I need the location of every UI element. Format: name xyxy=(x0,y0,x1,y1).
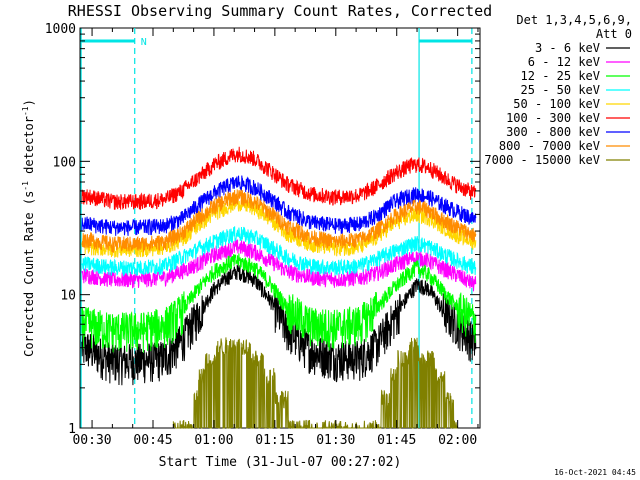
series-line xyxy=(81,189,477,253)
series-300-800-kev xyxy=(81,175,477,236)
legend-entry-label: 12 - 25 keV xyxy=(521,69,600,83)
series-800-7000-kev xyxy=(81,189,477,253)
x-tick-label: 01:45 xyxy=(377,433,416,448)
series-line xyxy=(81,226,477,277)
series-layer xyxy=(81,146,477,430)
timestamp: 16-Oct-2021 04:45 xyxy=(554,468,636,477)
y-axis: 1 10 100 1000 xyxy=(45,22,480,437)
series-line xyxy=(81,264,477,386)
legend-entry-label: 25 - 50 keV xyxy=(521,83,600,97)
chart-title: RHESSI Observing Summary Count Rates, Co… xyxy=(68,2,492,20)
x-axis-label: Start Time (31-Jul-07 00:27:02) xyxy=(159,455,402,470)
legend-entry-label: 100 - 300 keV xyxy=(506,111,600,125)
y-tick-label: 100 xyxy=(53,155,76,170)
legend-entry-label: 50 - 100 keV xyxy=(513,97,600,111)
x-tick-label: 01:30 xyxy=(316,433,355,448)
legend-entry-label: 7000 - 15000 keV xyxy=(484,153,600,167)
x-axis: 00:30 00:45 01:00 01:15 01:30 01:45 02:00 xyxy=(72,28,479,448)
legend-header-line2: Att 0 xyxy=(596,27,632,41)
y-axis-label-main: Corrected Count Rate (s xyxy=(22,191,36,357)
legend-entry-label: 3 - 6 keV xyxy=(535,41,600,55)
series-line xyxy=(81,175,477,236)
night-label: N xyxy=(141,37,147,48)
series-12-25-kev xyxy=(81,253,477,353)
x-tick-label: 00:30 xyxy=(72,433,111,448)
y-tick-label: 1 xyxy=(68,422,76,437)
legend-entry-label: 6 - 12 keV xyxy=(528,55,600,69)
series-line xyxy=(81,253,477,353)
x-tick-label: 02:00 xyxy=(438,433,477,448)
y-tick-label: 10 xyxy=(60,289,76,304)
legend-entry-label: 800 - 7000 keV xyxy=(499,139,600,153)
x-tick-label: 00:45 xyxy=(133,433,172,448)
y-tick-label: 1000 xyxy=(45,22,76,37)
y-axis-label-sup2: -1 xyxy=(21,106,30,116)
series-100-300-kev xyxy=(81,146,477,210)
series-6-12-kev xyxy=(81,239,477,292)
x-tick-label: 01:15 xyxy=(255,433,294,448)
legend-header-line1: Det 1,3,4,5,6,9, xyxy=(516,13,632,27)
series-line xyxy=(81,239,477,292)
y-axis-label-end: ) xyxy=(22,99,36,106)
y-axis-label-sup1: -1 xyxy=(21,181,30,191)
y-axis-label: Corrected Count Rate (s-1 detector-1) xyxy=(21,99,36,357)
y-axis-label-mid: detector xyxy=(22,116,36,181)
x-tick-label: 01:00 xyxy=(194,433,233,448)
legend-entry-label: 300 - 800 keV xyxy=(506,125,600,139)
series-3-6-kev xyxy=(81,264,477,386)
series-25-50-kev xyxy=(81,226,477,277)
series-line xyxy=(81,146,477,210)
